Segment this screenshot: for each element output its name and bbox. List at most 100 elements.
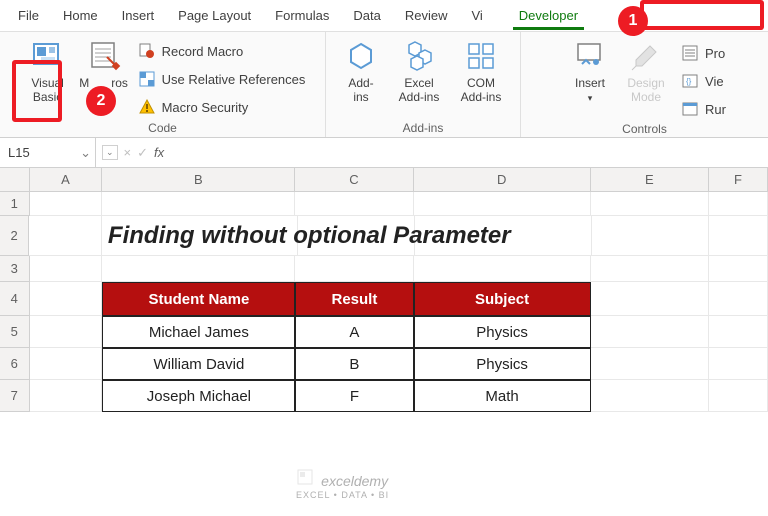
table-cell[interactable]: F xyxy=(295,380,413,412)
chevron-down-icon[interactable]: ⌄ xyxy=(80,145,91,161)
tab-formulas[interactable]: Formulas xyxy=(263,0,341,32)
excel-addins-icon xyxy=(401,38,437,74)
insert-control-label: Insert▾ xyxy=(575,76,605,105)
table-cell[interactable]: Michael James xyxy=(102,316,295,348)
table-cell[interactable]: William David xyxy=(102,348,295,380)
cell[interactable] xyxy=(102,192,295,216)
macros-icon xyxy=(86,38,122,74)
cell[interactable] xyxy=(709,282,768,316)
view-code-label: Vie xyxy=(705,74,724,89)
macros-button[interactable]: Mros xyxy=(76,36,132,92)
cell[interactable] xyxy=(30,282,103,316)
table-header-cell[interactable]: Result xyxy=(295,282,413,316)
row-header[interactable]: 4 xyxy=(0,282,30,316)
watermark-subtext: EXCEL • DATA • BI xyxy=(296,490,389,500)
name-box[interactable]: L15 ⌄ xyxy=(0,138,96,167)
design-mode-label: Design Mode xyxy=(627,76,664,104)
properties-icon xyxy=(681,44,699,62)
cell[interactable] xyxy=(30,192,103,216)
table-cell[interactable]: Physics xyxy=(414,348,591,380)
excel-addins-button[interactable]: Excel Add-ins xyxy=(388,36,450,106)
cell[interactable] xyxy=(709,216,768,256)
table-cell[interactable]: B xyxy=(295,348,413,380)
cell[interactable] xyxy=(102,256,295,282)
cell[interactable] xyxy=(591,380,709,412)
properties-button[interactable]: Pro xyxy=(681,42,726,64)
cell[interactable] xyxy=(591,192,709,216)
tab-view[interactable]: Vi xyxy=(459,0,506,32)
com-addins-button[interactable]: COM Add-ins xyxy=(450,36,512,106)
table-header-cell[interactable]: Subject xyxy=(414,282,591,316)
col-header[interactable]: E xyxy=(591,168,709,191)
cell[interactable] xyxy=(30,256,103,282)
cell[interactable] xyxy=(591,316,709,348)
row-header[interactable]: 6 xyxy=(0,348,30,380)
cell[interactable] xyxy=(709,192,768,216)
com-addins-icon xyxy=(463,38,499,74)
cell[interactable] xyxy=(591,256,709,282)
macro-security-button[interactable]: Macro Security xyxy=(138,96,306,118)
tab-page-layout[interactable]: Page Layout xyxy=(166,0,263,32)
view-code-button[interactable]: {} Vie xyxy=(681,70,726,92)
watermark: exceldemy EXCEL • DATA • BI xyxy=(296,468,389,500)
col-header[interactable]: F xyxy=(709,168,768,191)
record-macro-label: Record Macro xyxy=(162,44,244,59)
row-header[interactable]: 5 xyxy=(0,316,30,348)
col-header[interactable]: B xyxy=(102,168,295,191)
group-label-code: Code xyxy=(148,121,177,135)
row-header[interactable]: 3 xyxy=(0,256,30,282)
grid: A B C D E F 1 2 Finding without optional… xyxy=(0,168,768,412)
cell[interactable] xyxy=(709,256,768,282)
col-header[interactable]: C xyxy=(295,168,413,191)
cell[interactable] xyxy=(30,348,103,380)
tabs-bar: File Home Insert Page Layout Formulas Da… xyxy=(0,0,768,32)
col-header[interactable]: D xyxy=(414,168,591,191)
row-header[interactable]: 1 xyxy=(0,192,30,216)
cell[interactable] xyxy=(591,282,709,316)
visual-basic-button[interactable]: Visual Basic xyxy=(20,36,76,106)
dropdown-icon[interactable]: ⌄ xyxy=(102,145,118,160)
row-header[interactable]: 2 xyxy=(0,216,29,256)
tab-data[interactable]: Data xyxy=(341,0,392,32)
cell[interactable] xyxy=(414,192,591,216)
cell[interactable] xyxy=(30,316,103,348)
insert-control-button[interactable]: Insert▾ xyxy=(563,36,617,107)
design-mode-button[interactable]: Design Mode xyxy=(617,36,675,106)
confirm-icon[interactable]: ✓ xyxy=(137,145,148,161)
tab-insert[interactable]: Insert xyxy=(110,0,167,32)
table-cell[interactable]: Physics xyxy=(414,316,591,348)
cell[interactable] xyxy=(30,380,103,412)
run-dialog-button[interactable]: Rur xyxy=(681,98,726,120)
cell[interactable] xyxy=(29,216,102,256)
tab-review[interactable]: Review xyxy=(393,0,460,32)
select-all-corner[interactable] xyxy=(0,168,30,191)
view-code-icon: {} xyxy=(681,72,699,90)
cell[interactable] xyxy=(592,216,710,256)
col-header[interactable]: A xyxy=(30,168,103,191)
cell[interactable] xyxy=(414,256,591,282)
name-box-value: L15 xyxy=(8,145,30,160)
fx-icon[interactable]: fx xyxy=(154,145,164,160)
tab-home[interactable]: Home xyxy=(51,0,110,32)
cell[interactable] xyxy=(295,192,413,216)
use-relative-refs-button[interactable]: Use Relative References xyxy=(138,68,306,90)
title-cell[interactable]: Finding without optional Parameter xyxy=(102,216,298,256)
cell[interactable] xyxy=(295,256,413,282)
cell[interactable] xyxy=(709,316,768,348)
ribbon-group-addins: Add- ins Excel Add-ins COM Add-ins Add-i… xyxy=(326,32,521,137)
tab-file[interactable]: File xyxy=(6,0,51,32)
table-header-cell[interactable]: Student Name xyxy=(102,282,295,316)
cell[interactable] xyxy=(709,380,768,412)
table-cell[interactable]: Joseph Michael xyxy=(102,380,295,412)
cell[interactable] xyxy=(709,348,768,380)
svg-text:{}: {} xyxy=(686,77,692,86)
record-macro-button[interactable]: Record Macro xyxy=(138,40,306,62)
cancel-icon[interactable]: × xyxy=(124,145,132,160)
table-cell[interactable]: A xyxy=(295,316,413,348)
addins-button[interactable]: Add- ins xyxy=(334,36,388,106)
table-cell[interactable]: Math xyxy=(414,380,591,412)
tab-developer[interactable]: Developer xyxy=(507,0,590,32)
use-relative-refs-icon xyxy=(138,70,156,88)
row-header[interactable]: 7 xyxy=(0,380,30,412)
cell[interactable] xyxy=(591,348,709,380)
